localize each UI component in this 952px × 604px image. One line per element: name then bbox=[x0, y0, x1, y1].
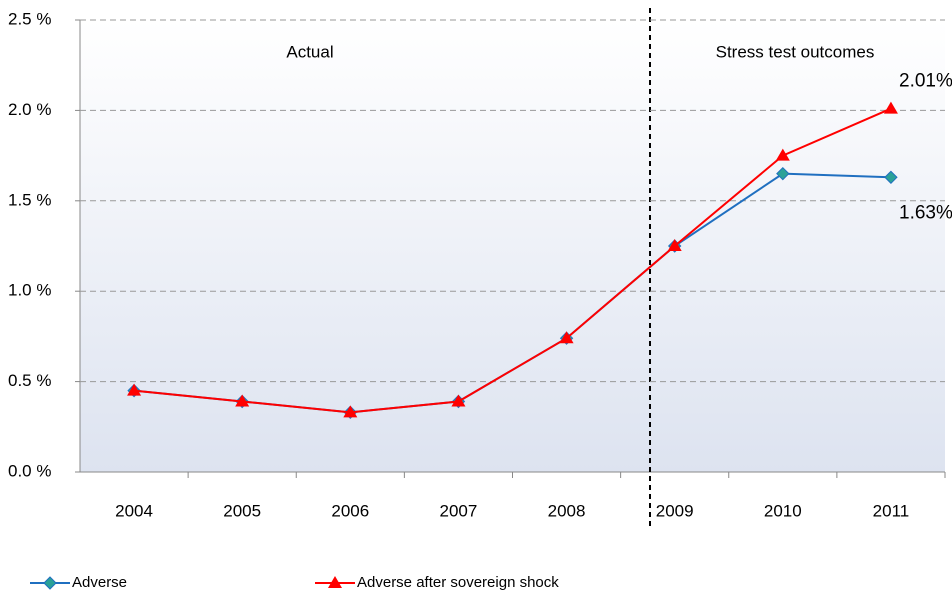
plot-area bbox=[80, 20, 945, 472]
legend-marker bbox=[328, 576, 342, 588]
annotation: Stress test outcomes bbox=[716, 42, 875, 61]
annotation: Actual bbox=[286, 42, 333, 61]
y-tick-label: 2.0 % bbox=[8, 100, 51, 119]
point bbox=[451, 394, 466, 407]
point bbox=[127, 383, 142, 396]
point bbox=[235, 394, 250, 407]
value-label: 1.63% bbox=[899, 202, 952, 223]
x-tick-label: 2010 bbox=[764, 501, 802, 520]
point bbox=[884, 170, 898, 185]
legend-label: Adverse bbox=[72, 574, 127, 591]
x-tick-label: 2009 bbox=[656, 501, 694, 520]
x-tick-label: 2006 bbox=[331, 501, 369, 520]
point bbox=[343, 405, 358, 418]
y-tick-label: 1.0 % bbox=[8, 281, 51, 300]
y-tick-label: 0.5 % bbox=[8, 371, 51, 390]
x-tick-label: 2007 bbox=[440, 501, 478, 520]
point bbox=[776, 166, 790, 181]
y-tick-label: 0.0 % bbox=[8, 461, 51, 480]
x-tick-label: 2008 bbox=[548, 501, 586, 520]
point bbox=[559, 331, 574, 344]
x-tick-label: 2005 bbox=[223, 501, 261, 520]
x-tick-label: 2004 bbox=[115, 501, 153, 520]
legend-label: Adverse after sovereign shock bbox=[357, 574, 559, 591]
series-line bbox=[133, 107, 892, 414]
y-tick-label: 2.5 % bbox=[8, 9, 51, 28]
value-label: 2.01% bbox=[899, 71, 952, 92]
point bbox=[667, 239, 682, 251]
x-tick-label: 2011 bbox=[873, 501, 910, 520]
legend-marker bbox=[43, 576, 57, 590]
point bbox=[883, 101, 898, 114]
point bbox=[775, 148, 790, 161]
y-tick-label: 1.5 % bbox=[8, 190, 51, 209]
